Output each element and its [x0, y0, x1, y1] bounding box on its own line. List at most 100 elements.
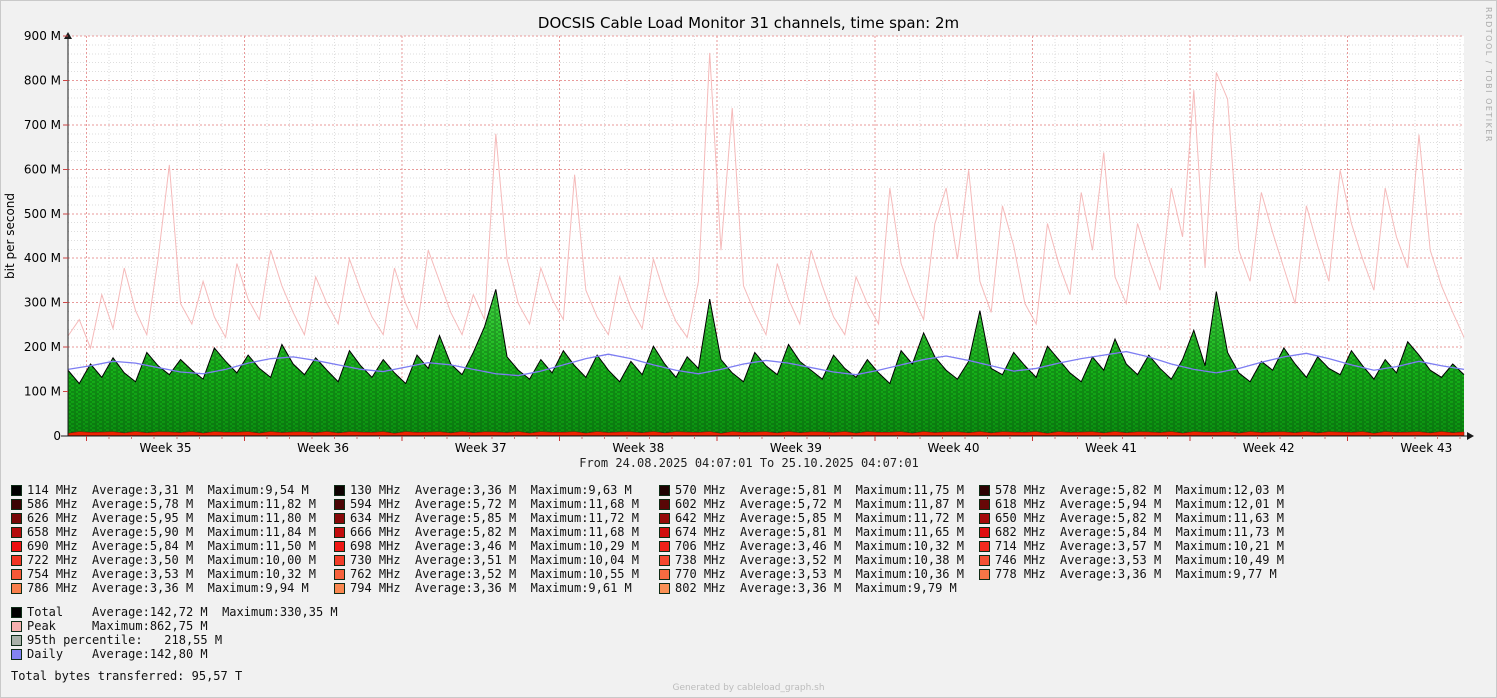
y-axis-title: bit per second: [3, 193, 17, 279]
y-tick-label: 300 M: [24, 296, 61, 310]
legend-swatch-794: [334, 582, 345, 594]
legend-summary-text: Total Average:142,72 M Maximum:330,35 M: [27, 605, 338, 619]
legend-channel-text: 786 MHz Average:3,36 M Maximum:9,94 M: [27, 581, 309, 595]
legend-swatch-634: [334, 512, 345, 524]
legend-channel-762: 762 MHz Average:3,52 M Maximum:10,55 M: [334, 567, 659, 581]
x-tick-labels: Week 35 Week 36 Week 37 Week 38 Week 39 Week …: [140, 441, 1453, 455]
y-tick-label: 500 M: [24, 207, 61, 221]
legend-channel-690: 690 MHz Average:5,84 M Maximum:11,50 M: [11, 539, 334, 553]
legend-summary-row-1: Peak Maximum:862,75 M: [11, 619, 1284, 633]
legend-swatch-754: [11, 568, 22, 580]
legend-swatch-642: [659, 512, 670, 524]
legend-swatch-674: [659, 526, 670, 538]
legend-channel-746: 746 MHz Average:3,53 M Maximum:10,49 M: [979, 553, 1284, 567]
series-peak-line: [67, 52, 1465, 350]
legend-swatch-802: [659, 582, 670, 594]
legend-channel-570: 570 MHz Average:5,81 M Maximum:11,75 M: [659, 483, 979, 497]
legend-channel-text: 794 MHz Average:3,36 M Maximum:9,61 M: [350, 581, 632, 595]
series-bottom-channel-band: [67, 431, 1465, 436]
legend-swatch-762: [334, 568, 345, 580]
legend-channel-text: 618 MHz Average:5,94 M Maximum:12,01 M: [995, 497, 1284, 511]
footer-note: Generated by cableload_graph.sh: [672, 683, 825, 693]
legend-channels: 114 MHz Average:3,31 M Maximum:9,54 M 130…: [11, 483, 1284, 595]
legend-channel-594: 594 MHz Average:5,72 M Maximum:11,68 M: [334, 497, 659, 511]
legend-swatch-114: [11, 484, 22, 496]
legend-channel-text: 130 MHz Average:3,36 M Maximum:9,63 M: [350, 483, 632, 497]
legend-swatch-626: [11, 512, 22, 524]
legend-swatch-618: [979, 498, 990, 510]
legend-channel-634: 634 MHz Average:5,85 M Maximum:11,72 M: [334, 511, 659, 525]
legend-swatch-770: [659, 568, 670, 580]
series-total-stack-texture: [68, 289, 1464, 436]
legend-channel-674: 674 MHz Average:5,81 M Maximum:11,65 M: [659, 525, 979, 539]
x-tick-label: Week 37: [455, 441, 507, 455]
y-tick-label: 400 M: [24, 251, 61, 265]
legend-channel-text: 682 MHz Average:5,84 M Maximum:11,73 M: [995, 525, 1284, 539]
legend-channel-802: 802 MHz Average:3,36 M Maximum:9,79 M: [659, 581, 979, 595]
legend-swatch-714: [979, 540, 990, 552]
legend-channel-text: 738 MHz Average:3,52 M Maximum:10,38 M: [675, 553, 964, 567]
axis-ticks: [63, 35, 1461, 441]
legend-swatch-578: [979, 484, 990, 496]
legend-channel-738: 738 MHz Average:3,52 M Maximum:10,38 M: [659, 553, 979, 567]
legend-swatch-738: [659, 554, 670, 566]
legend-channel-text: 722 MHz Average:3,50 M Maximum:10,00 M: [27, 553, 316, 567]
y-tick-label: 900 M: [24, 31, 61, 43]
x-tick-label: Week 35: [140, 441, 192, 455]
legend-channel-text: 690 MHz Average:5,84 M Maximum:11,50 M: [27, 539, 316, 553]
legend-channel-714: 714 MHz Average:3,57 M Maximum:10,21 M: [979, 539, 1284, 553]
y-tick-label: 0: [53, 429, 61, 443]
time-range-subtitle: From 24.08.2025 04:07:01 To 25.10.2025 0…: [579, 456, 919, 470]
legend-channel-text: 714 MHz Average:3,57 M Maximum:10,21 M: [995, 539, 1284, 553]
legend-swatch-730: [334, 554, 345, 566]
legend-channel-text: 762 MHz Average:3,52 M Maximum:10,55 M: [350, 567, 639, 581]
legend-channel-578: 578 MHz Average:5,82 M Maximum:12,03 M: [979, 483, 1284, 497]
legend-channel-706: 706 MHz Average:3,46 M Maximum:10,32 M: [659, 539, 979, 553]
legend-channel-text: 778 MHz Average:3,36 M Maximum:9,77 M: [995, 567, 1277, 581]
chart-plot: 900 M 800 M 700 M 600 M 500 M 400 M 300 M 200 M…: [3, 31, 1474, 470]
legend-swatch-666: [334, 526, 345, 538]
legend-channel-text: 746 MHz Average:3,53 M Maximum:10,49 M: [995, 553, 1284, 567]
legend-channel-text: 730 MHz Average:3,51 M Maximum:10,04 M: [350, 553, 639, 567]
legend-swatch-682: [979, 526, 990, 538]
legend-summary-swatch: [11, 648, 22, 660]
legend-channel-794: 794 MHz Average:3,36 M Maximum:9,61 M: [334, 581, 659, 595]
legend-channel-642: 642 MHz Average:5,85 M Maximum:11,72 M: [659, 511, 979, 525]
legend-channel-text: 802 MHz Average:3,36 M Maximum:9,79 M: [675, 581, 957, 595]
y-tick-label: 800 M: [24, 73, 61, 87]
legend-channel-626: 626 MHz Average:5,95 M Maximum:11,80 M: [11, 511, 334, 525]
x-tick-label: Week 36: [297, 441, 349, 455]
x-tick-label: Week 42: [1243, 441, 1295, 455]
legend-channel-text: 578 MHz Average:5,82 M Maximum:12,03 M: [995, 483, 1284, 497]
legend-swatch-586: [11, 498, 22, 510]
legend-channel-text: 666 MHz Average:5,82 M Maximum:11,68 M: [350, 525, 639, 539]
legend-channel-text: 754 MHz Average:3,53 M Maximum:10,32 M: [27, 567, 316, 581]
legend-swatch-130: [334, 484, 345, 496]
legend-channel-682: 682 MHz Average:5,84 M Maximum:11,73 M: [979, 525, 1284, 539]
legend-swatch-706: [659, 540, 670, 552]
legend-channel-text: 594 MHz Average:5,72 M Maximum:11,68 M: [350, 497, 639, 511]
legend-summary-text: Peak Maximum:862,75 M: [27, 619, 208, 633]
y-tick-label: 700 M: [24, 118, 61, 132]
legend: 114 MHz Average:3,31 M Maximum:9,54 M 130…: [11, 483, 1284, 683]
legend-channel-114: 114 MHz Average:3,31 M Maximum:9,54 M: [11, 483, 334, 497]
y-tick-labels: 900 M 800 M 700 M 600 M 500 M 400 M 300 M 200 M…: [24, 31, 61, 443]
legend-swatch-602: [659, 498, 670, 510]
x-tick-label: Week 40: [928, 441, 980, 455]
legend-channel-text: 626 MHz Average:5,95 M Maximum:11,80 M: [27, 511, 316, 525]
x-tick-label: Week 43: [1400, 441, 1452, 455]
legend-summary-text: 95th percentile: 218,55 M: [27, 633, 223, 647]
legend-channel-text: 634 MHz Average:5,85 M Maximum:11,72 M: [350, 511, 639, 525]
legend-swatch-778: [979, 568, 990, 580]
total-bytes-transferred: Total bytes transferred: 95,57 T: [11, 669, 243, 683]
legend-channel-text: 770 MHz Average:3,53 M Maximum:10,36 M: [675, 567, 964, 581]
legend-channel-text: 698 MHz Average:3,46 M Maximum:10,29 M: [350, 539, 639, 553]
legend-channel-text: 674 MHz Average:5,81 M Maximum:11,65 M: [675, 525, 964, 539]
legend-channel-586: 586 MHz Average:5,78 M Maximum:11,82 M: [11, 497, 334, 511]
x-tick-label: Week 38: [612, 441, 664, 455]
axes: [61, 39, 1467, 437]
legend-channel-text: 650 MHz Average:5,82 M Maximum:11,63 M: [995, 511, 1284, 525]
legend-summary-row-3: Daily Average:142,80 M: [11, 647, 1284, 661]
legend-channel-130: 130 MHz Average:3,36 M Maximum:9,63 M: [334, 483, 659, 497]
